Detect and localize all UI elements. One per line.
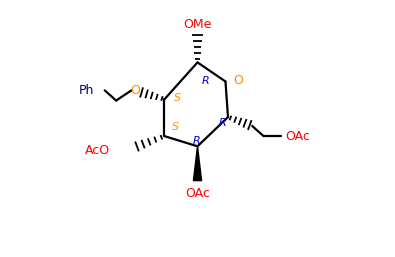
Text: S: S bbox=[172, 122, 179, 132]
Text: R: R bbox=[192, 136, 200, 146]
Text: OAc: OAc bbox=[185, 187, 210, 200]
Text: Ph: Ph bbox=[79, 84, 94, 97]
Text: S: S bbox=[173, 93, 181, 103]
Polygon shape bbox=[194, 146, 201, 181]
Text: R: R bbox=[219, 118, 227, 128]
Text: OMe: OMe bbox=[183, 18, 212, 31]
Text: OAc: OAc bbox=[285, 130, 310, 143]
Text: AcO: AcO bbox=[85, 144, 110, 157]
Text: R: R bbox=[201, 77, 209, 86]
Text: O: O bbox=[130, 84, 140, 97]
Text: O: O bbox=[233, 74, 243, 87]
